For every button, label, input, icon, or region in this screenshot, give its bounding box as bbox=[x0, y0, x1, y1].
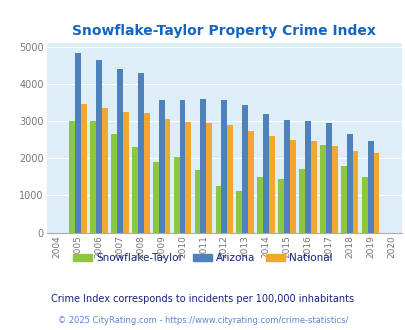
Bar bbox=[257, 177, 262, 233]
Bar bbox=[247, 131, 254, 233]
Bar bbox=[158, 100, 164, 233]
Bar bbox=[185, 122, 191, 233]
Bar bbox=[262, 114, 269, 233]
Bar bbox=[117, 69, 122, 233]
Bar bbox=[227, 125, 232, 233]
Bar bbox=[122, 112, 128, 233]
Bar bbox=[179, 100, 185, 233]
Bar bbox=[304, 121, 310, 233]
Legend: Snowflake-Taylor, Arizona, National: Snowflake-Taylor, Arizona, National bbox=[69, 249, 336, 267]
Bar bbox=[137, 73, 143, 233]
Bar bbox=[111, 134, 117, 233]
Bar bbox=[90, 121, 96, 233]
Text: © 2025 CityRating.com - https://www.cityrating.com/crime-statistics/: © 2025 CityRating.com - https://www.city… bbox=[58, 316, 347, 325]
Bar bbox=[132, 147, 137, 233]
Bar bbox=[352, 151, 358, 233]
Text: Crime Index corresponds to incidents per 100,000 inhabitants: Crime Index corresponds to incidents per… bbox=[51, 294, 354, 304]
Bar bbox=[221, 100, 227, 233]
Bar bbox=[277, 179, 284, 233]
Bar bbox=[346, 134, 352, 233]
Bar bbox=[361, 177, 367, 233]
Bar bbox=[75, 53, 81, 233]
Bar bbox=[289, 140, 295, 233]
Bar bbox=[215, 186, 221, 233]
Bar bbox=[143, 113, 149, 233]
Bar bbox=[367, 142, 373, 233]
Bar bbox=[152, 162, 158, 233]
Bar bbox=[96, 60, 102, 233]
Bar bbox=[69, 121, 75, 233]
Bar bbox=[331, 146, 337, 233]
Bar bbox=[242, 105, 247, 233]
Bar bbox=[173, 157, 179, 233]
Bar bbox=[373, 153, 378, 233]
Bar bbox=[269, 136, 274, 233]
Bar bbox=[81, 104, 87, 233]
Bar bbox=[194, 170, 200, 233]
Bar bbox=[284, 119, 289, 233]
Bar bbox=[164, 119, 170, 233]
Bar bbox=[319, 145, 325, 233]
Bar bbox=[310, 141, 316, 233]
Bar bbox=[206, 122, 212, 233]
Bar bbox=[102, 108, 107, 233]
Bar bbox=[236, 191, 242, 233]
Bar bbox=[200, 99, 206, 233]
Title: Snowflake-Taylor Property Crime Index: Snowflake-Taylor Property Crime Index bbox=[72, 23, 375, 38]
Bar bbox=[340, 166, 346, 233]
Bar bbox=[325, 122, 331, 233]
Bar bbox=[298, 169, 304, 233]
